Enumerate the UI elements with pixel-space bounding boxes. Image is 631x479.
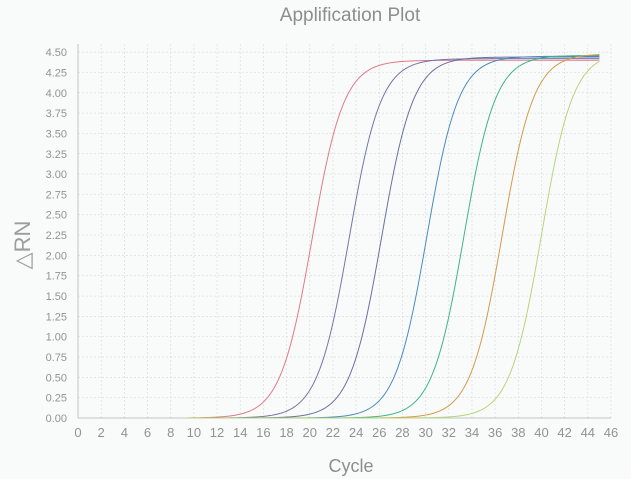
series-line [188,54,600,419]
x-tick-label: 42 [557,425,571,440]
x-tick-label: 10 [187,425,201,440]
series-line [188,56,600,419]
series-line [188,54,600,419]
x-tick-label: 0 [74,425,81,440]
y-tick-label: 0.75 [46,352,67,364]
series-line [188,55,600,419]
x-tick-label: 12 [210,425,224,440]
x-tick-label: 34 [465,425,479,440]
y-tick-label: 4.50 [46,47,67,59]
y-tick-label: 2.75 [46,189,67,201]
x-tick-label: 14 [233,425,247,440]
x-tick-label: 44 [581,425,595,440]
y-tick-label: 0.25 [46,393,67,405]
y-tick-label: 0.00 [46,413,67,425]
ticks-layer: 0.00 0.25 0.50 0.75 1.00 1.25 1.50 1.75 2.00 2.25… [46,47,619,440]
y-tick-label: 4.00 [46,88,67,100]
axes-layer [77,44,611,419]
y-tick-label: 1.00 [46,332,67,344]
series-line [188,59,600,419]
x-tick-label: 24 [349,425,363,440]
y-tick-label: 4.25 [46,67,67,79]
x-tick-label: 8 [167,425,174,440]
series-line [188,58,600,419]
x-tick-label: 40 [534,425,548,440]
x-tick-label: 4 [121,425,128,440]
x-tick-label: 36 [488,425,502,440]
y-tick-label: 1.75 [46,271,67,283]
grid-layer [78,44,612,418]
x-axis-title: Cycle [328,456,373,476]
x-tick-label: 6 [144,425,151,440]
y-tick-label: 2.50 [46,210,67,222]
x-tick-label: 46 [604,425,618,440]
x-tick-label: 38 [511,425,525,440]
x-tick-label: 18 [279,425,293,440]
y-tick-label: 1.25 [46,311,67,323]
y-tick-label: 2.00 [46,250,67,262]
x-tick-label: 2 [98,425,105,440]
y-tick-label: 0.50 [46,372,67,384]
y-tick-label: 3.75 [46,108,67,120]
x-tick-label: 22 [326,425,340,440]
y-tick-label: 2.25 [46,230,67,242]
y-tick-label: 3.50 [46,128,67,140]
x-tick-label: 20 [303,425,317,440]
y-axis-title: △RN [10,221,35,270]
y-tick-label: 3.00 [46,169,67,181]
x-tick-label: 26 [372,425,386,440]
x-tick-label: 28 [395,425,409,440]
x-tick-label: 30 [418,425,432,440]
chart-title: Applification Plot [280,5,421,26]
series-layer [188,54,600,419]
series-line [188,61,600,419]
y-tick-label: 3.25 [46,149,67,161]
x-tick-label: 16 [256,425,270,440]
x-tick-label: 32 [442,425,456,440]
y-tick-label: 1.50 [46,291,67,303]
